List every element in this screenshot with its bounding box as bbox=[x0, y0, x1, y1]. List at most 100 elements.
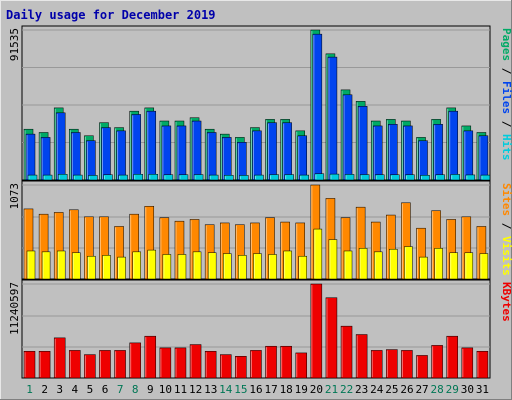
panel-visits-sites-bar-visits-day-25 bbox=[389, 248, 398, 280]
panel-hits-files-pages-bar-hits-day-9 bbox=[148, 174, 159, 181]
x-tick-label-day-22: 22 bbox=[340, 383, 353, 396]
x-tick-label-day-19: 19 bbox=[295, 383, 308, 396]
x-tick-label-day-6: 6 bbox=[102, 383, 109, 396]
panel-hits-files-pages-bar-hits-day-23 bbox=[359, 174, 370, 181]
panel-visits-sites-ymax-label: 1073 bbox=[8, 183, 21, 210]
panel-hits-files-pages-bar-hits-day-13 bbox=[208, 174, 219, 181]
panel-kbytes-bar-kbytes-day-8 bbox=[129, 342, 141, 379]
x-tick-label-day-9: 9 bbox=[147, 383, 154, 396]
panel-visits-sites-bar-visits-day-31 bbox=[479, 253, 489, 280]
panel-hits-files-pages-bar-hits-day-3 bbox=[57, 174, 68, 181]
panel-visits-sites-bar-visits-day-1 bbox=[26, 250, 36, 280]
x-tick-label-day-5: 5 bbox=[87, 383, 94, 396]
panel-hits-files-pages-bar-hits-day-19 bbox=[299, 174, 309, 181]
panel-visits-sites-bar-visits-day-3 bbox=[56, 250, 66, 280]
panel-kbytes-bar-kbytes-day-23 bbox=[355, 334, 368, 379]
x-tick-label-day-11: 11 bbox=[174, 383, 187, 396]
panel-visits-sites-bar-visits-day-27 bbox=[419, 256, 428, 280]
panel-hits-files-pages-bar-hits-day-5 bbox=[88, 175, 98, 181]
panel-hits-files-pages-bar-hits-day-20 bbox=[314, 173, 325, 181]
panel-visits-sites-bar-visits-day-11 bbox=[177, 254, 187, 280]
panel-visits-sites-bar-visits-day-21 bbox=[328, 239, 338, 280]
panel-hits-files-pages-legend: Pages / Files / Hits bbox=[500, 28, 512, 161]
panel-visits-sites-legend: Sites / Visits bbox=[500, 183, 512, 276]
panel-kbytes-bar-kbytes-day-6 bbox=[99, 350, 111, 379]
panel-hits-files-pages-legend-part-3: Files bbox=[500, 81, 512, 114]
panel-kbytes-legend: KBytes bbox=[500, 282, 512, 322]
panel-kbytes-bar-kbytes-day-3 bbox=[53, 337, 66, 379]
panel-hits-files-pages-bar-hits-day-27 bbox=[420, 174, 430, 181]
panel-visits-sites-bar-visits-day-6 bbox=[102, 255, 111, 280]
panel-hits-files-pages-legend-part-2: / bbox=[500, 61, 512, 81]
panel-hits-files-pages-bar-hits-day-11 bbox=[178, 174, 189, 181]
panel-kbytes-bar-kbytes-day-26 bbox=[401, 350, 413, 379]
panel-hits-files-pages-bar-hits-day-31 bbox=[480, 174, 491, 181]
panel-visits-sites-legend-part-1: Sites bbox=[500, 183, 512, 216]
x-tick-label-day-10: 10 bbox=[159, 383, 172, 396]
panel-kbytes-legend-part-1: KBytes bbox=[500, 282, 512, 322]
x-tick-label-day-20: 20 bbox=[310, 383, 323, 396]
x-tick-label-day-23: 23 bbox=[355, 383, 368, 396]
panel-visits-sites-bar-visits-day-10 bbox=[162, 254, 172, 280]
x-tick-label-day-8: 8 bbox=[132, 383, 139, 396]
panel-kbytes-ymax-label: 11240597 bbox=[8, 282, 21, 335]
panel-visits-sites-bar-visits-day-22 bbox=[343, 250, 353, 280]
panel-hits-files-pages-bar-hits-day-17 bbox=[269, 174, 279, 181]
panel-kbytes-bar-kbytes-day-27 bbox=[416, 355, 428, 379]
panel-hits-files-pages-legend-part-4: / bbox=[500, 114, 512, 134]
panel-visits-sites-bar-visits-day-18 bbox=[283, 250, 292, 280]
panel-hits-files-pages-bar-hits-day-18 bbox=[284, 174, 294, 181]
panel-kbytes-bar-kbytes-day-4 bbox=[69, 350, 81, 379]
panel-kbytes-bar-kbytes-day-30 bbox=[461, 347, 474, 379]
panel-hits-files-pages-bar-hits-day-16 bbox=[254, 174, 264, 181]
panel-hits-files-pages-bar-hits-day-6 bbox=[103, 174, 113, 181]
panel-kbytes-bar-kbytes-day-28 bbox=[431, 345, 443, 379]
panel-visits-sites-bar-visits-day-5 bbox=[87, 255, 96, 280]
x-tick-label-day-1: 1 bbox=[26, 383, 33, 396]
panel-hits-files-pages-bar-hits-day-1 bbox=[27, 174, 38, 181]
x-tick-label-day-17: 17 bbox=[264, 383, 277, 396]
panel-visits-sites-bar-visits-day-4 bbox=[72, 252, 81, 280]
panel-visits-sites-bar-visits-day-7 bbox=[117, 256, 126, 280]
panel-kbytes-bar-kbytes-day-13 bbox=[204, 350, 217, 379]
x-tick-label-day-7: 7 bbox=[117, 383, 124, 396]
panel-kbytes-bar-kbytes-day-20 bbox=[310, 283, 323, 379]
panel-hits-files-pages-bar-hits-day-30 bbox=[465, 174, 476, 181]
panel-kbytes-bar-kbytes-day-9 bbox=[144, 335, 157, 379]
panel-visits-sites-bar-visits-day-20 bbox=[313, 228, 323, 280]
panel-visits-sites-bar-visits-day-9 bbox=[147, 249, 157, 280]
panel-kbytes-bar-kbytes-day-11 bbox=[174, 347, 187, 379]
x-tick-label-day-16: 16 bbox=[249, 383, 262, 396]
panel-hits-files-pages-bar-hits-day-25 bbox=[390, 174, 400, 181]
panel-visits-sites-bar-visits-day-13 bbox=[207, 252, 217, 280]
x-tick-label-day-13: 13 bbox=[204, 383, 217, 396]
panel-hits-files-pages-bar-hits-day-4 bbox=[73, 174, 83, 181]
panel-kbytes-bar-kbytes-day-2 bbox=[38, 350, 51, 379]
x-tick-label-day-29: 29 bbox=[446, 383, 459, 396]
panel-hits-files-pages-bar-hits-day-8 bbox=[133, 174, 143, 181]
panel-hits-files-pages-legend-part-1: Pages bbox=[500, 28, 512, 61]
panel-hits-files-pages-ymax-label: 91535 bbox=[8, 28, 21, 61]
x-tick-label-day-14: 14 bbox=[219, 383, 233, 396]
panel-hits-files-pages-bar-hits-day-7 bbox=[118, 174, 128, 181]
x-tick-label-day-25: 25 bbox=[385, 383, 398, 396]
panel-hits-files-pages-bar-hits-day-15 bbox=[239, 175, 249, 181]
panel-hits-files-pages-bar-hits-day-2 bbox=[42, 174, 53, 181]
x-tick-label-day-26: 26 bbox=[400, 383, 413, 396]
panel-kbytes-bar-kbytes-day-21 bbox=[325, 297, 338, 379]
panel-hits-files-pages-bar-hits-day-10 bbox=[163, 174, 174, 181]
x-tick-label-day-12: 12 bbox=[189, 383, 202, 396]
panel-visits-sites-bar-visits-day-15 bbox=[238, 255, 247, 280]
panel-hits-files-pages-legend-part-5: Hits bbox=[500, 134, 512, 161]
panel-visits-sites-bar-visits-day-12 bbox=[192, 251, 202, 280]
x-tick-label-day-15: 15 bbox=[234, 383, 247, 396]
panel-kbytes-bar-kbytes-day-5 bbox=[84, 354, 96, 379]
x-tick-label-day-2: 2 bbox=[41, 383, 48, 396]
panel-visits-sites-bar-visits-day-16 bbox=[253, 253, 262, 280]
panel-hits-files-pages-bar-hits-day-26 bbox=[405, 174, 415, 181]
panel-hits-files-pages-bar-hits-day-24 bbox=[374, 174, 385, 181]
panel-kbytes-bar-kbytes-day-7 bbox=[114, 350, 126, 379]
chart-title: Daily usage for December 2019 bbox=[6, 8, 216, 22]
panel-hits-files-pages-bar-hits-day-22 bbox=[344, 174, 355, 181]
